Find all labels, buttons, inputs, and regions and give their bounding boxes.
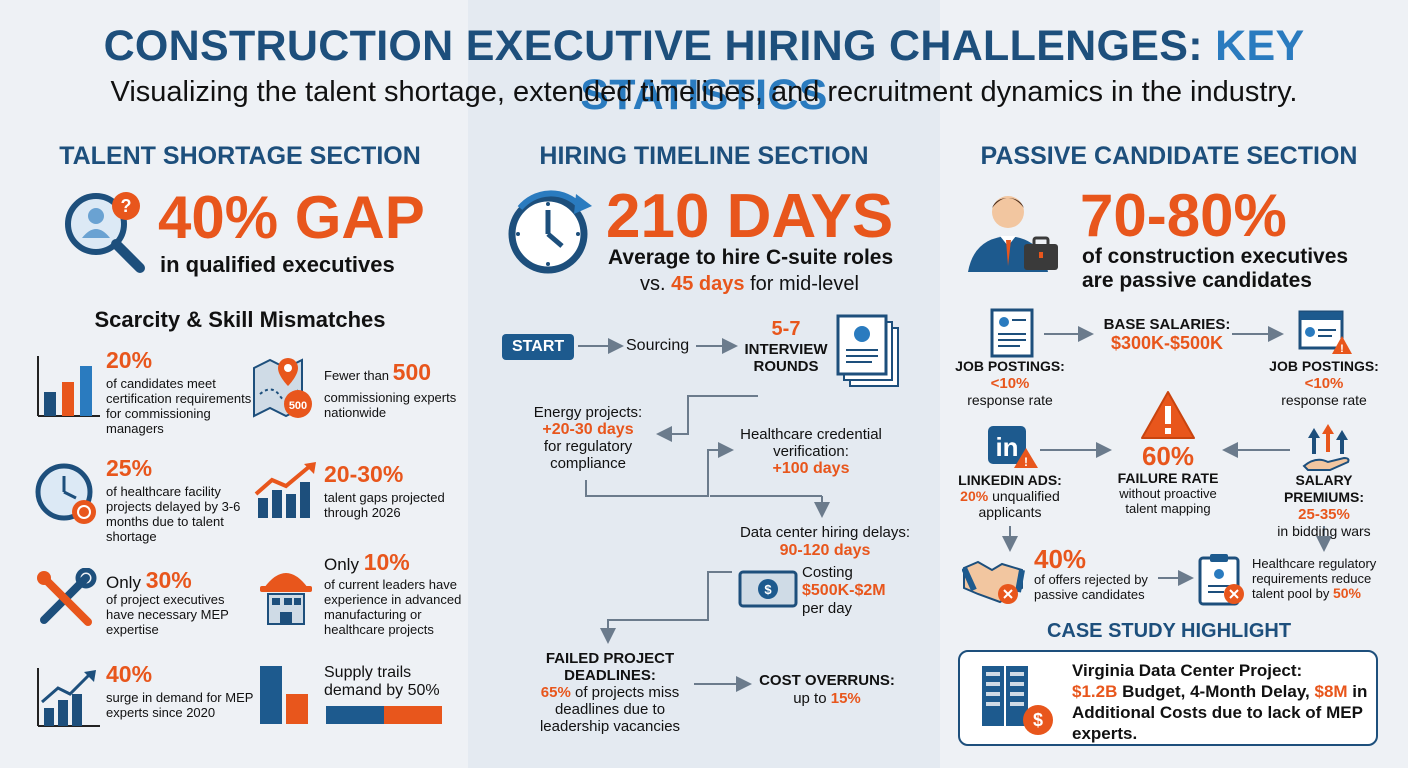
stat-25pct-text: of healthcare facility projects delayed …: [106, 484, 241, 544]
base-salaries: BASE SALARIES: $300K-$500K: [1103, 316, 1231, 353]
stat-40pct-text: surge in demand for MEP experts since 20…: [106, 690, 254, 720]
resume-stack-icon: [836, 314, 899, 387]
map-badge: 500: [289, 400, 307, 412]
energy-projects: Energy projects: +20-30 days for regulat…: [533, 404, 643, 472]
stat-2030-value: 20-30%: [324, 461, 404, 487]
supply-trails-text: Supply trails demand by 50%: [324, 664, 440, 699]
passive-flow-lines: [1002, 326, 1332, 586]
talent-big-stat: 40% GAP: [158, 184, 425, 251]
svg-text:?: ?: [121, 196, 132, 216]
failed-deadlines: FAILED PROJECT DEADLINES: 65% of project…: [539, 650, 681, 735]
case-study-heading: CASE STUDY HIGHLIGHT: [1046, 620, 1292, 642]
trend-chart-icon: [254, 462, 316, 518]
svg-text:!: !: [1024, 455, 1028, 469]
page-subtitle: Visualizing the talent shortage, extende…: [110, 76, 1298, 108]
job-posting-icon: [990, 308, 1034, 358]
clipboard-reject-icon: [1198, 554, 1244, 606]
stat-40pct-value: 40%: [106, 661, 153, 687]
job-postings-2: JOB POSTINGS: <10% response rate: [1269, 358, 1379, 408]
cost-overruns: COST OVERRUNS: up to 15%: [759, 672, 895, 707]
stat-20pct-text: of candidates meet certification require…: [106, 376, 252, 436]
warning-triangle-icon: [1141, 391, 1195, 439]
magnifier-person-icon: ?: [65, 192, 145, 273]
svg-text:$: $: [1033, 710, 1043, 730]
timeline-big-sub: Average to hire C-suite roles: [608, 246, 894, 269]
stat-30pct-line: Only 30%: [106, 567, 192, 593]
passive-big-sub: of construction executives are passive c…: [1082, 245, 1349, 292]
interview-rounds: 5-7 INTERVIEW ROUNDS: [744, 318, 828, 375]
linkedin-ads: LINKEDIN ADS: 20% unqualified applicants: [958, 472, 1062, 520]
healthcare-regulatory: Healthcare regulatory requirements reduc…: [1252, 556, 1377, 601]
passive-section-heading: PASSIVE CANDIDATE SECTION: [980, 142, 1358, 170]
talent-big-sub: in qualified executives: [160, 252, 395, 277]
map-pin-icon: 500: [253, 358, 312, 418]
job-posting-warning-icon: !: [1298, 310, 1352, 355]
clock-arrow-icon: [508, 190, 592, 274]
right-column-bg: [940, 0, 1408, 768]
linkedin-icon: in !: [988, 426, 1038, 469]
salary-premiums: SALARY PREMIUMS: 25-35% in bidding wars: [1277, 472, 1371, 539]
stat-500-line: Fewer than 500: [324, 359, 432, 385]
start-box: START: [502, 334, 575, 360]
left-column-bg: [0, 0, 468, 768]
hardhat-building-icon: [260, 573, 312, 625]
businessman-icon: [968, 196, 1058, 272]
stat-30pct-text: of project executives have necessary MEP…: [106, 592, 229, 637]
failure-rate: 60% FAILURE RATE without proactive talen…: [1117, 441, 1219, 516]
stat-500-text: commissioning experts nationwide: [324, 390, 457, 420]
svg-text:$: $: [764, 582, 772, 597]
stat-10pct-text: of current leaders have experience in ad…: [324, 577, 462, 637]
talent-section-heading: TALENT SHORTAGE SECTION: [59, 142, 421, 170]
offers-rejected-text: of offers rejected by passive candidates: [1034, 572, 1148, 602]
bar-chart-icon: [37, 356, 100, 417]
timeline-section-heading: HIRING TIMELINE SECTION: [539, 142, 869, 170]
stat-20pct-value: 20%: [106, 347, 153, 373]
clock-icon: [35, 463, 96, 524]
datacenter-delays: Data center hiring delays: 90-120 days: [739, 524, 911, 559]
salary-premium-icon: [1302, 424, 1350, 471]
money-icon: $: [738, 570, 798, 608]
case-study-text: Virginia Data Center Project: $1.2B Budg…: [1072, 661, 1368, 743]
data-center-icon: $: [982, 666, 1053, 735]
costing-block: Costing $500K-$2M per day: [802, 564, 886, 617]
stat-2030-text: talent gaps projected through 2026: [324, 490, 445, 520]
growth-chart-icon: [37, 668, 100, 727]
svg-text:in: in: [995, 432, 1018, 462]
tools-icon: [37, 568, 97, 626]
healthcare-verification: Healthcare credential verification: +100…: [740, 426, 882, 477]
job-postings-1: JOB POSTINGS: <10% response rate: [955, 358, 1065, 408]
stat-25pct-value: 25%: [106, 455, 153, 481]
page-title: CONSTRUCTION EXECUTIVE HIRING CHALLENGES…: [103, 22, 1305, 119]
supply-demand-chart-icon: [260, 666, 442, 724]
handshake-reject-icon: [962, 560, 1025, 604]
offers-rejected-pct: 40%: [1034, 544, 1087, 574]
svg-text:!: !: [1340, 343, 1344, 355]
passive-big-stat: 70-80%: [1080, 182, 1287, 249]
timeline-flow-lines: [578, 338, 830, 692]
talent-sub-heading: Scarcity & Skill Mismatches: [94, 307, 386, 332]
timeline-compare: vs. 45 days for mid-level: [640, 273, 859, 295]
timeline-big-stat: 210 DAYS: [606, 182, 894, 251]
stat-10pct-line: Only 10%: [324, 549, 410, 575]
sourcing-label: Sourcing: [626, 337, 690, 354]
